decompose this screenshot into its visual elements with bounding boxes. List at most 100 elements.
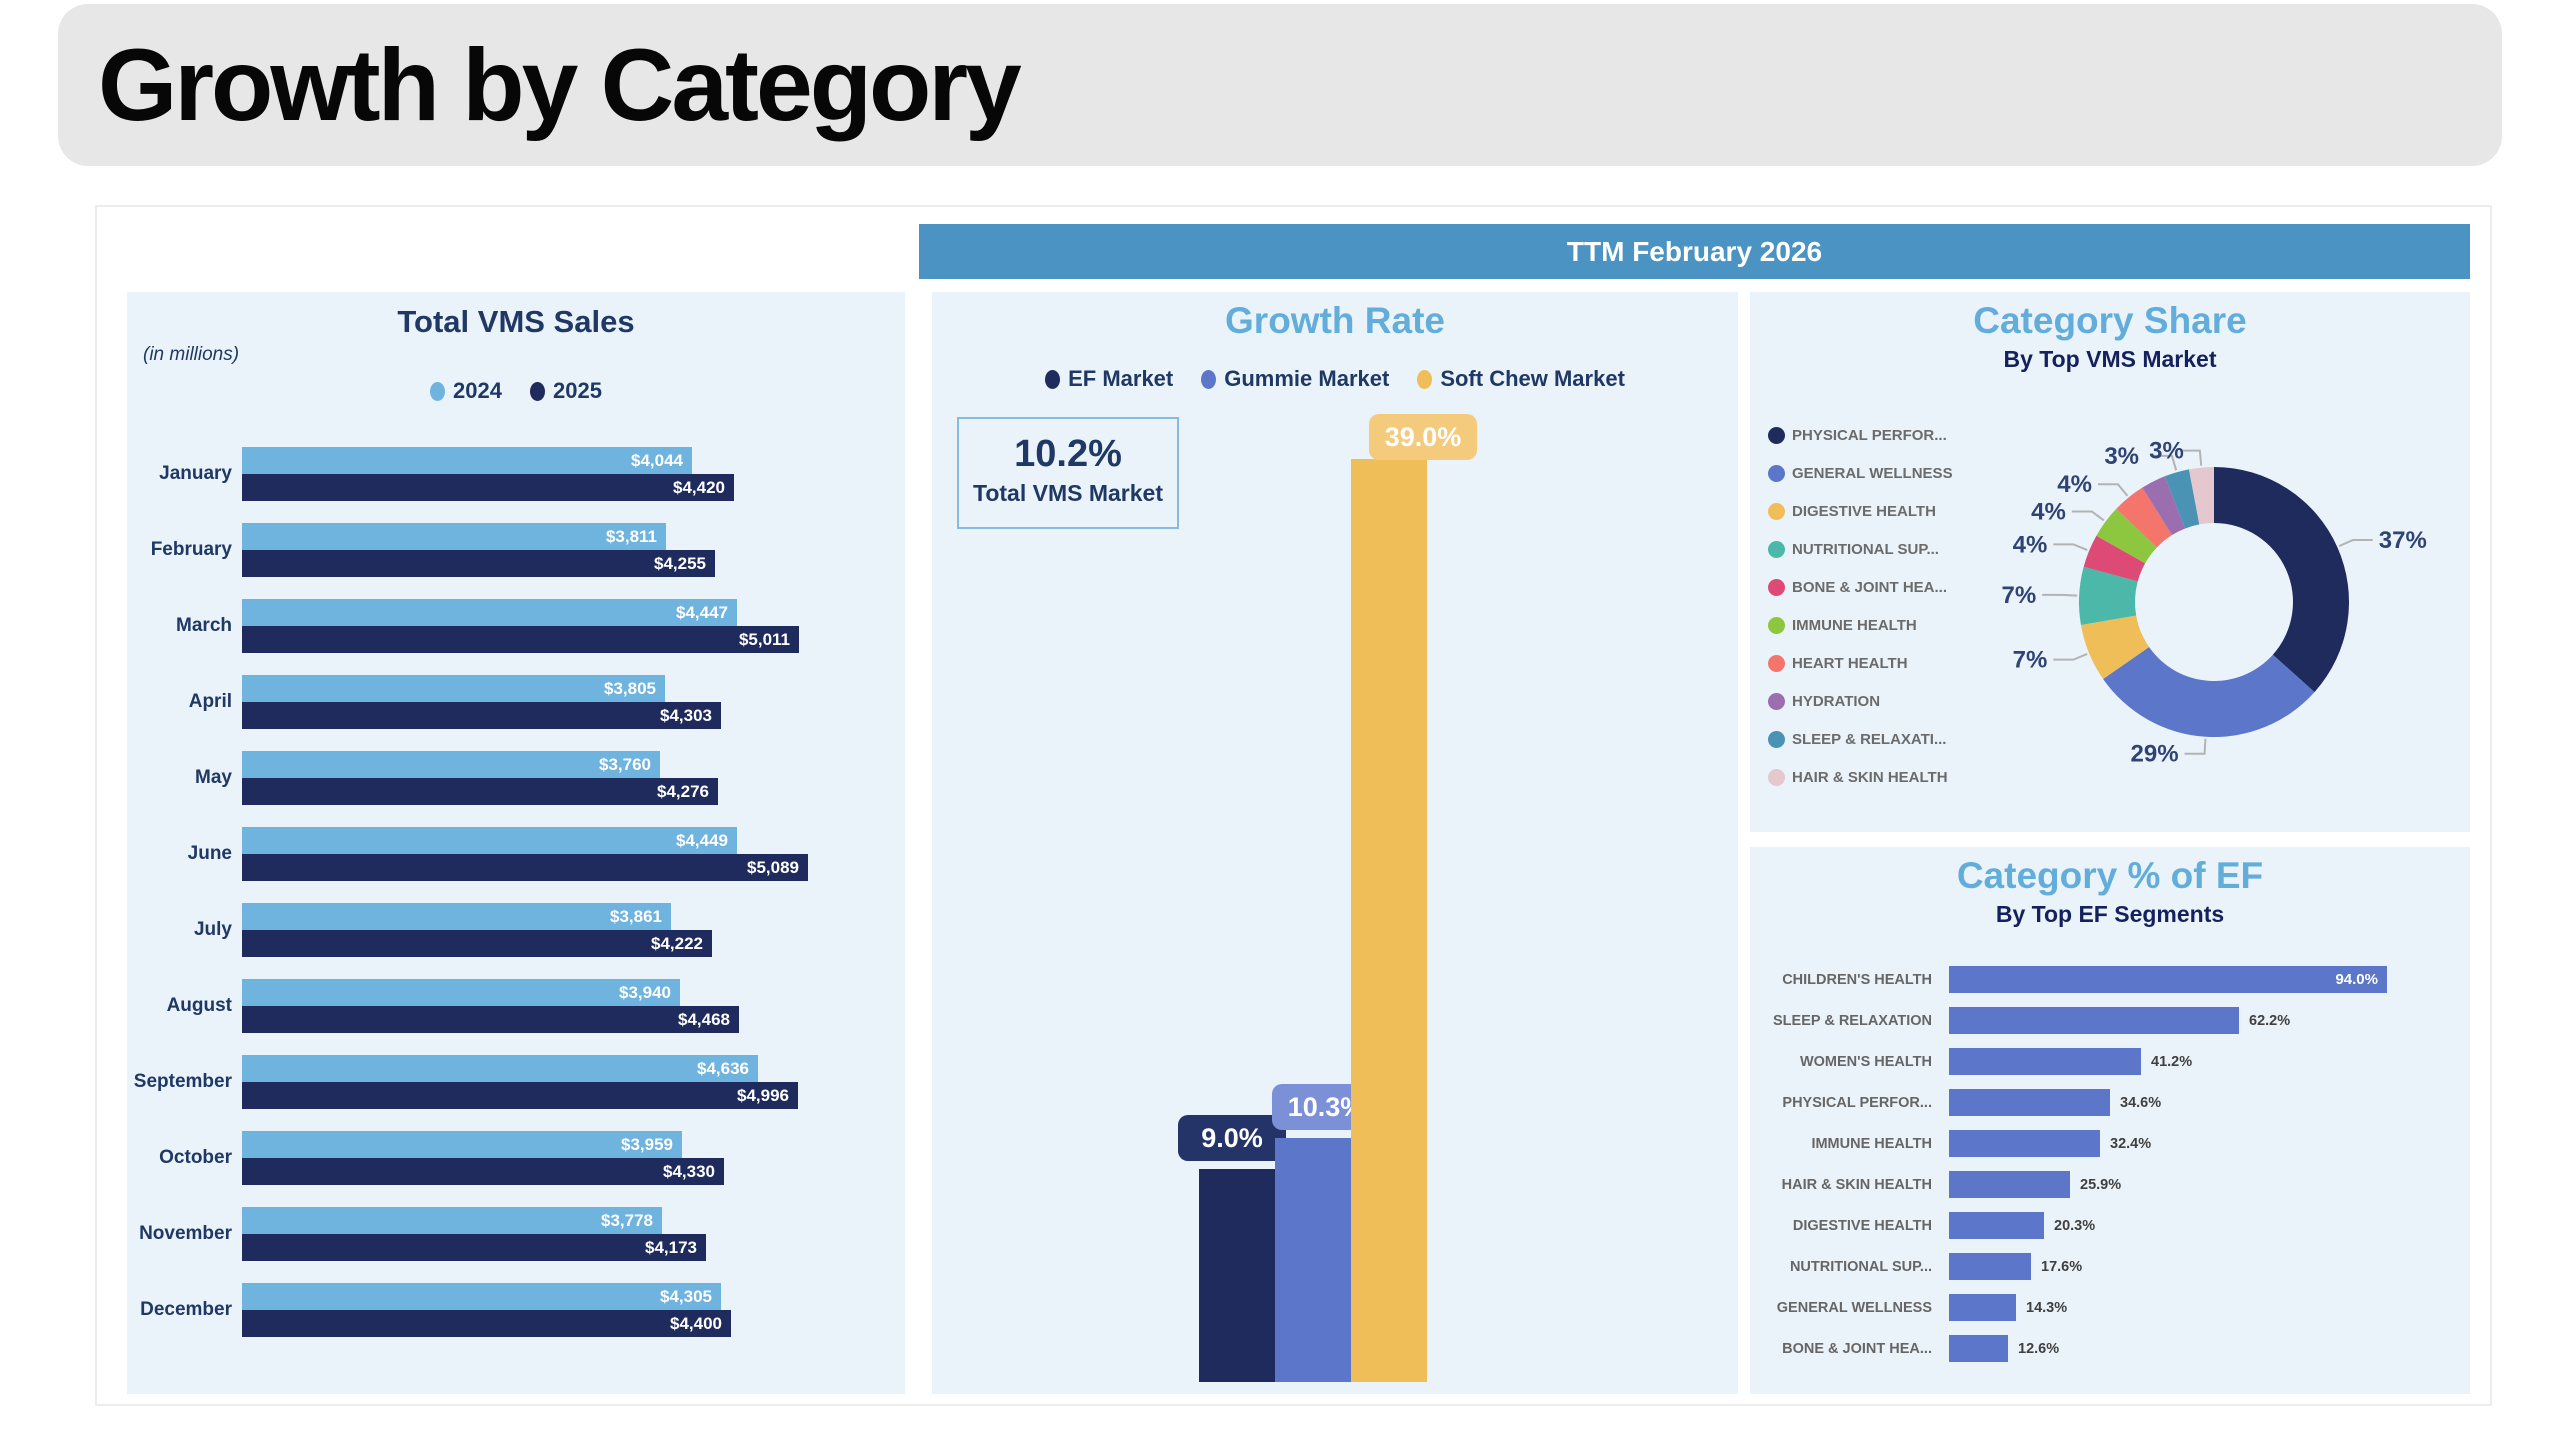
category-pct-ef-bars: CHILDREN'S HEALTH 94.0% SLEEP & RELAXATION… (1750, 959, 2470, 1369)
vms-bar-2025[interactable]: $4,400 (242, 1310, 731, 1337)
vms-month-label: August (166, 995, 232, 1016)
ef-bar-IMMUNE HEALTH[interactable] (1949, 1130, 2100, 1157)
bar-value-label: 25.9% (2080, 1176, 2122, 1193)
legend-item-HEART HEALTH[interactable]: HEART HEALTH (1768, 644, 1953, 682)
vms-legend: 2024 2025 (127, 378, 905, 404)
vms-bar-2024[interactable]: $3,805 (242, 675, 665, 702)
legend-item-NUTRITIONAL SUP...[interactable]: NUTRITIONAL SUP... (1768, 530, 1953, 568)
legend-item-GENERAL WELLNESS[interactable]: GENERAL WELLNESS (1768, 454, 1953, 492)
vms-bar-2025[interactable]: $4,330 (242, 1158, 724, 1185)
legend-dot (1768, 654, 1785, 672)
bar-value-label: 17.6% (2041, 1258, 2083, 1275)
vms-bar-2024[interactable]: $3,778 (242, 1207, 662, 1234)
legend-item-SLEEP & RELAXATI...[interactable]: SLEEP & RELAXATI... (1768, 720, 1953, 758)
category-share-title: Category Share (1973, 300, 2247, 341)
donut-slice-SLEEP & RELAXATI...[interactable] (2164, 469, 2200, 529)
donut-percent-label: 4% (2031, 499, 2066, 526)
growth-bar-label: 39.0% (1369, 414, 1477, 460)
vms-bar-2025[interactable]: $4,996 (242, 1082, 798, 1109)
vms-bar-pair: $4,636 $4,996 (242, 1055, 905, 1109)
legend-label: BONE & JOINT HEA... (1792, 578, 1948, 596)
report-canvas: TTM February 2026 Total VMS Sales (in mi… (95, 205, 2492, 1406)
vms-bar-2024[interactable]: $4,305 (242, 1283, 721, 1310)
legend-item-Soft Chew Market[interactable]: Soft Chew Market (1417, 366, 1625, 392)
bar-value-label: $4,420 (673, 477, 725, 497)
vms-bar-2025[interactable]: $4,276 (242, 778, 718, 805)
vms-month-label: June (187, 843, 232, 864)
legend-item-2025[interactable]: 2025 (530, 378, 602, 404)
ef-bar-CHILDREN'S HEALTH[interactable]: 94.0% (1949, 966, 2387, 993)
legend-item-EF Market[interactable]: EF Market (1045, 366, 1173, 392)
bar-value-label: $3,811 (605, 526, 657, 546)
legend-item-HYDRATION[interactable]: HYDRATION (1768, 682, 1953, 720)
donut-slice-HAIR & SKIN HEALTH[interactable] (2188, 467, 2214, 525)
bar-value-label: $4,447 (676, 602, 728, 622)
legend-item-HAIR & SKIN HEALTH[interactable]: HAIR & SKIN HEALTH (1768, 758, 1953, 796)
vms-bar-2025[interactable]: $4,222 (242, 930, 712, 957)
vms-bar-2024[interactable]: $4,449 (242, 827, 737, 854)
ef-bar-GENERAL WELLNESS[interactable] (1949, 1294, 2016, 1321)
ef-row-IMMUNE HEALTH: IMMUNE HEALTH 32.4% (1750, 1123, 2470, 1164)
vms-bar-2024[interactable]: $4,636 (242, 1055, 758, 1082)
vms-bar-2025[interactable]: $5,011 (242, 626, 799, 653)
donut-slice-HYDRATION[interactable] (2142, 476, 2186, 536)
ef-bar-NUTRITIONAL SUP...[interactable] (1949, 1253, 2031, 1280)
vms-bar-2025[interactable]: $5,089 (242, 854, 808, 881)
vms-bar-2025[interactable]: $4,303 (242, 702, 721, 729)
vms-month-group: November $3,778 $4,173 (127, 1207, 905, 1261)
vms-bar-pair: $3,760 $4,276 (242, 751, 905, 805)
donut-slice-IMMUNE HEALTH[interactable] (2096, 508, 2157, 564)
vms-bar-2024[interactable]: $3,959 (242, 1131, 682, 1158)
vms-month-label: April (188, 691, 232, 712)
legend-item-2024[interactable]: 2024 (430, 378, 502, 404)
donut-label-leader (2097, 483, 2129, 497)
vms-bar-pair: $3,861 $4,222 (242, 903, 905, 957)
growth-bar-label: 9.0% (1178, 1115, 1286, 1161)
donut-slice-GENERAL WELLNESS[interactable] (2103, 647, 2315, 737)
ef-bar-PHYSICAL PERFOR...[interactable] (1949, 1089, 2110, 1116)
ef-row-SLEEP & RELAXATION: SLEEP & RELAXATION 62.2% (1750, 1000, 2470, 1041)
vms-bar-2024[interactable]: $4,447 (242, 599, 737, 626)
donut-slice-PHYSICAL PERFOR...[interactable] (2214, 467, 2349, 693)
vms-bar-2025[interactable]: $4,255 (242, 550, 715, 577)
ef-bar-WOMEN'S HEALTH[interactable] (1949, 1048, 2141, 1075)
legend-item-DIGESTIVE HEALTH[interactable]: DIGESTIVE HEALTH (1768, 492, 1953, 530)
vms-bar-2024[interactable]: $3,940 (242, 979, 680, 1006)
donut-label-leader (2071, 510, 2105, 522)
vms-bar-2024[interactable]: $3,760 (242, 751, 660, 778)
ef-bar-SLEEP & RELAXATION[interactable] (1949, 1007, 2239, 1034)
legend-dot (1768, 464, 1785, 482)
vms-bar-pair: $4,447 $5,011 (242, 599, 905, 653)
growth-bar-Gummie Market[interactable] (1275, 1138, 1351, 1382)
vms-bar-2025[interactable]: $4,468 (242, 1006, 739, 1033)
donut-slice-HEART HEALTH[interactable] (2116, 487, 2173, 548)
vms-month-group: June $4,449 $5,089 (127, 827, 905, 881)
growth-bar-EF Market[interactable] (1199, 1169, 1275, 1382)
vms-bar-2025[interactable]: $4,173 (242, 1234, 706, 1261)
bar-value-label: $5,011 (738, 629, 790, 649)
donut-slice-NUTRITIONAL SUP...[interactable] (2079, 566, 2138, 625)
ttm-period-band: TTM February 2026 (919, 224, 2470, 279)
ef-bar-BONE & JOINT HEA...[interactable] (1949, 1335, 2008, 1362)
vms-bar-2025[interactable]: $4,420 (242, 474, 734, 501)
legend-item-Gummie Market[interactable]: Gummie Market (1201, 366, 1389, 392)
donut-slice-BONE & JOINT HEA...[interactable] (2083, 535, 2146, 582)
legend-item-BONE & JOINT HEA...[interactable]: BONE & JOINT HEA... (1768, 568, 1953, 606)
legend-item-IMMUNE HEALTH[interactable]: IMMUNE HEALTH (1768, 606, 1953, 644)
vms-bar-2024[interactable]: $3,861 (242, 903, 671, 930)
bar-value-label: $4,173 (645, 1237, 697, 1257)
category-share-donut: 37%29%7%7%4%4%4%3% 3% (2001, 438, 2426, 768)
ef-bar-HAIR & SKIN HEALTH[interactable] (1949, 1171, 2070, 1198)
bar-value-label: $4,449 (676, 830, 728, 850)
ef-row-NUTRITIONAL SUP...: NUTRITIONAL SUP... 17.6% (1750, 1246, 2470, 1287)
vms-bar-2024[interactable]: $3,811 (242, 523, 666, 550)
growth-bar-Soft Chew Market[interactable] (1351, 459, 1427, 1382)
bar-value-label: $4,400 (670, 1313, 722, 1333)
ef-row-BONE & JOINT HEA...: BONE & JOINT HEA... 12.6% (1750, 1328, 2470, 1369)
ef-bar-DIGESTIVE HEALTH[interactable] (1949, 1212, 2044, 1239)
legend-item-PHYSICAL PERFOR...[interactable]: PHYSICAL PERFOR... (1768, 416, 1953, 454)
donut-slice-DIGESTIVE HEALTH[interactable] (2080, 615, 2150, 679)
vms-bar-2024[interactable]: $4,044 (242, 447, 692, 474)
legend-label: DIGESTIVE HEALTH (1792, 502, 1936, 520)
vms-bar-pair: $3,940 $4,468 (242, 979, 905, 1033)
